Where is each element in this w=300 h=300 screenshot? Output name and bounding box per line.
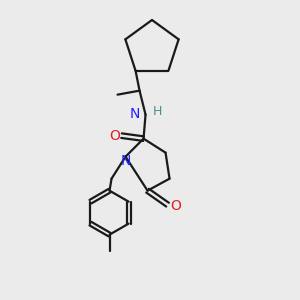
Text: H: H	[152, 105, 162, 118]
Text: O: O	[170, 199, 181, 213]
Text: N: N	[120, 154, 131, 168]
Text: N: N	[129, 107, 140, 121]
Text: O: O	[109, 129, 120, 143]
